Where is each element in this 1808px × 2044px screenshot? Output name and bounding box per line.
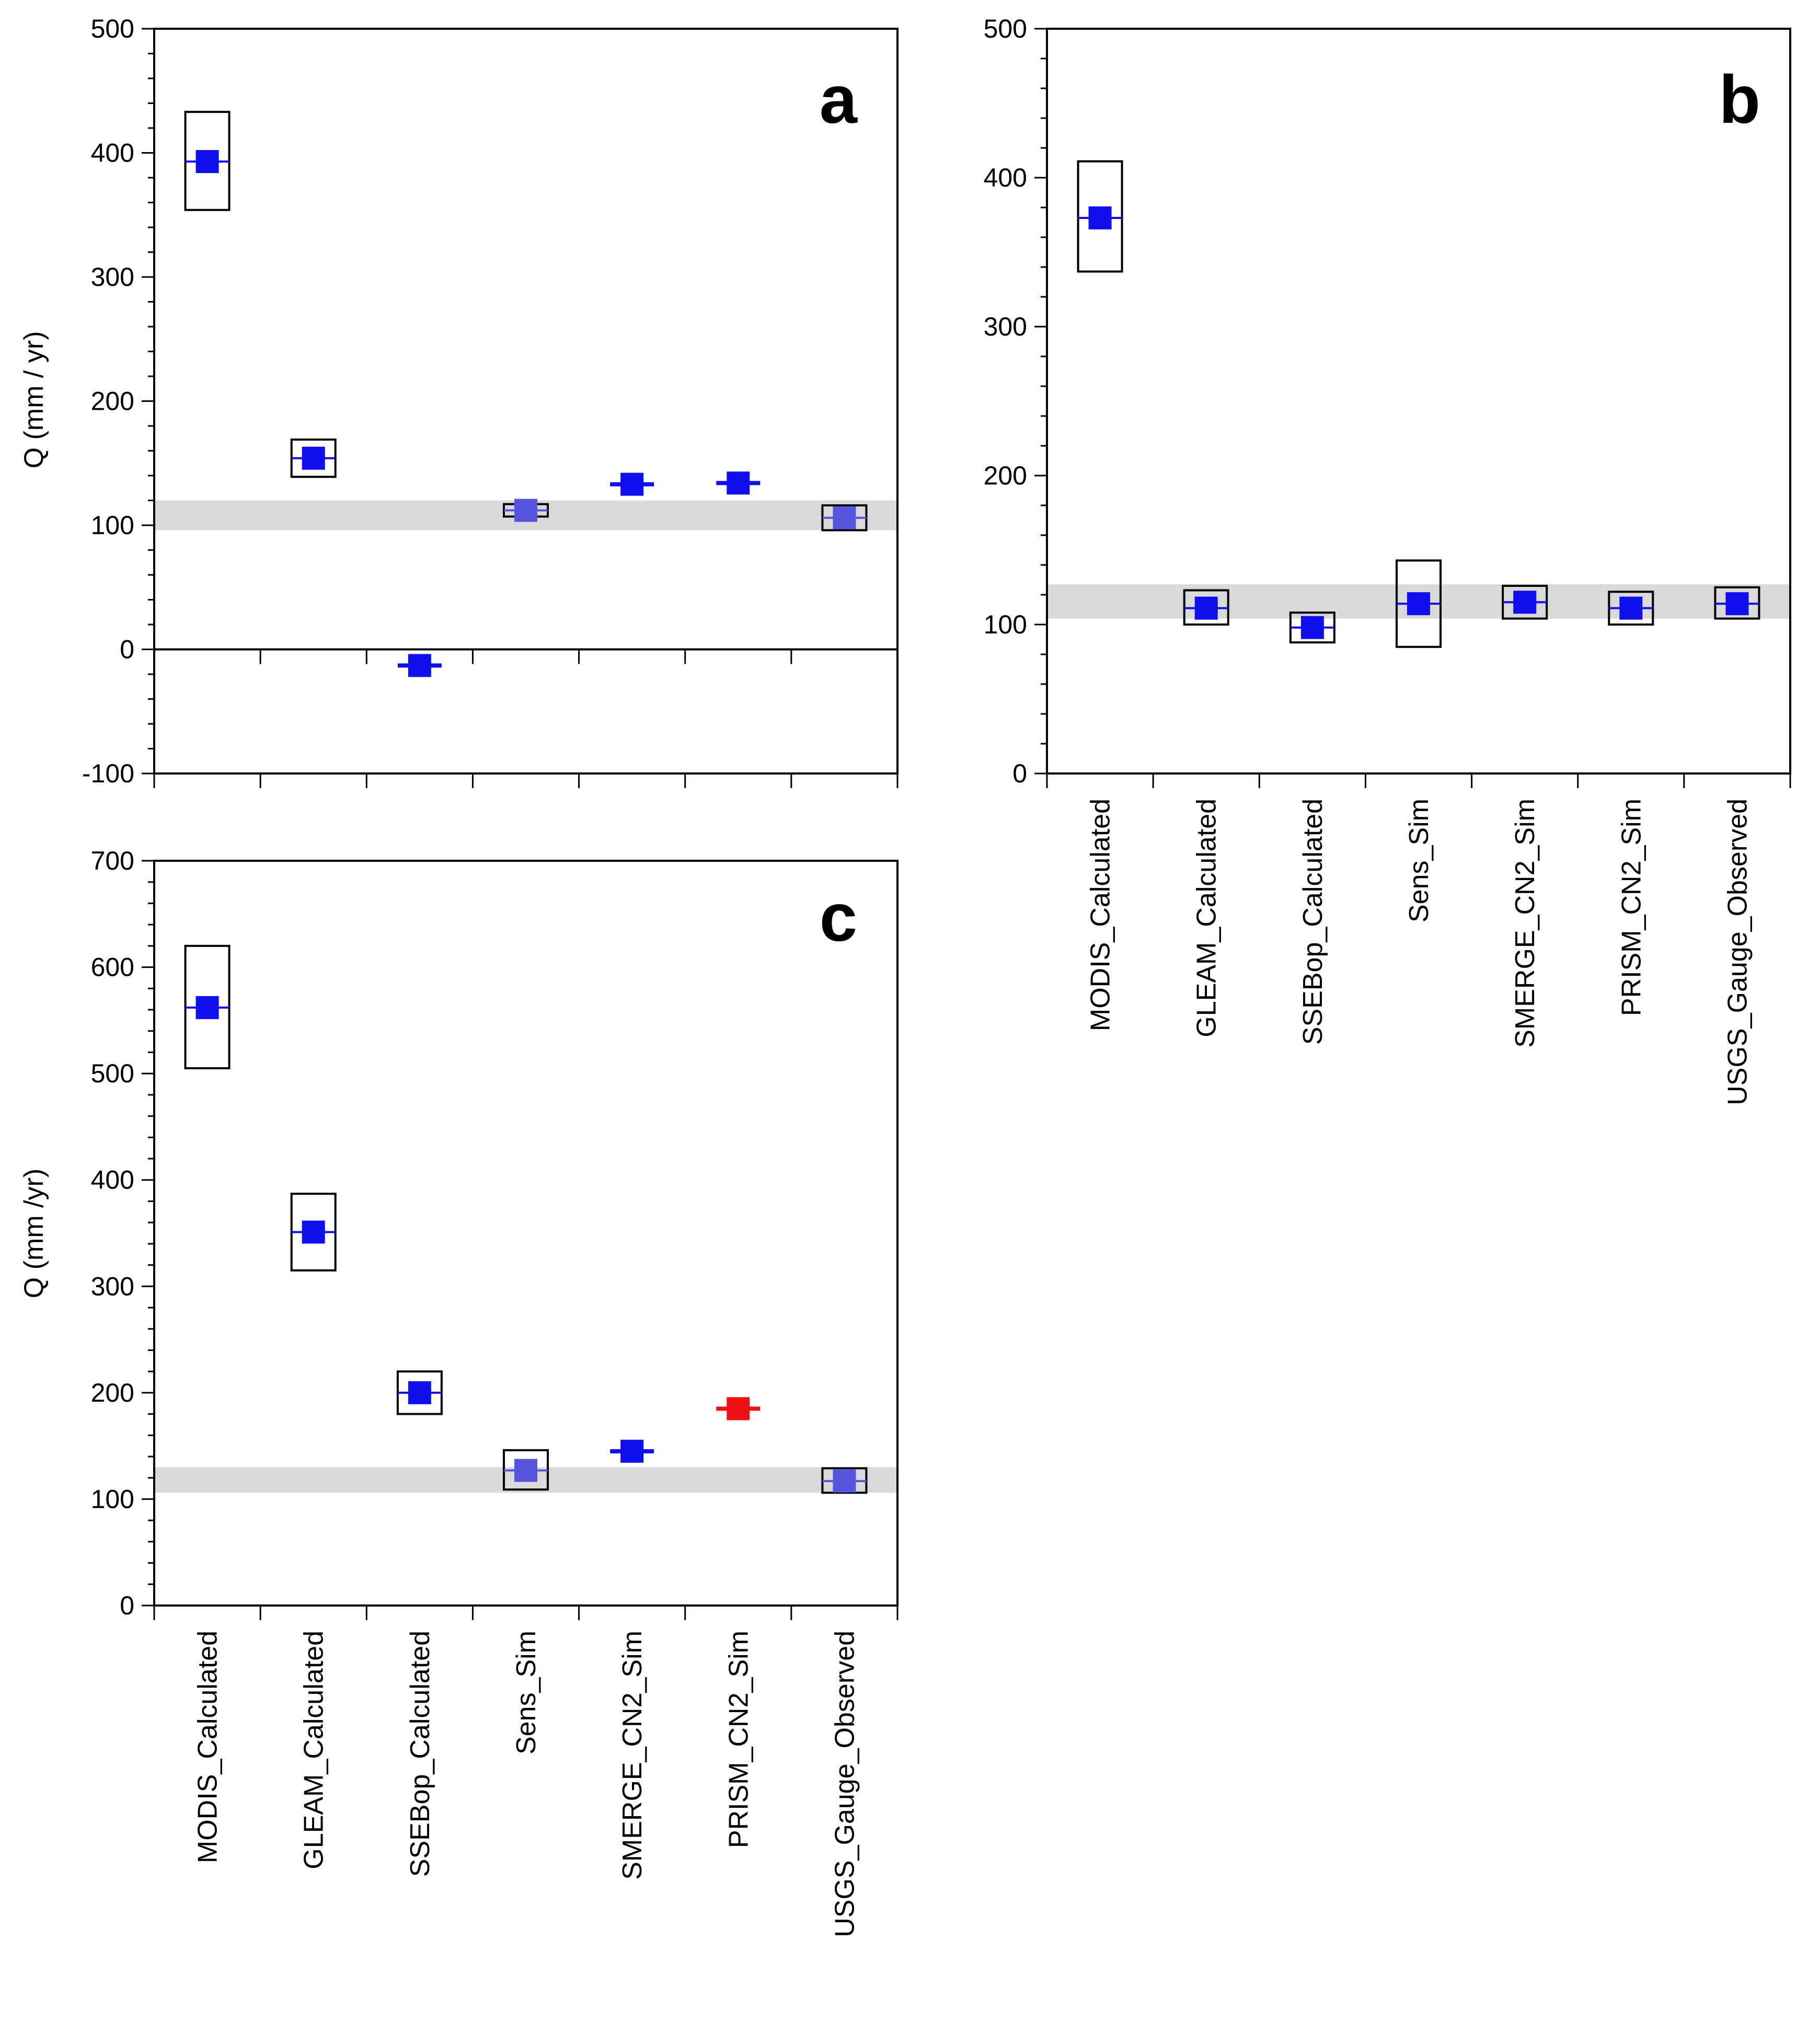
x-category-label: SSEBop_Calculated xyxy=(405,1631,435,1877)
data-point xyxy=(408,654,431,677)
y-tick-label: 200 xyxy=(984,461,1027,490)
data-point xyxy=(195,150,219,174)
data-point xyxy=(833,506,856,529)
data-point-group xyxy=(610,1439,654,1463)
panel-a-ylabel: Q (mm / yr) xyxy=(19,331,49,469)
data-point-group xyxy=(184,111,231,211)
data-point-group xyxy=(716,1397,761,1421)
data-point xyxy=(302,446,325,470)
data-point xyxy=(1300,616,1324,639)
data-point-group xyxy=(1608,591,1654,626)
y-tick-label: 500 xyxy=(91,14,134,43)
y-tick-label: 100 xyxy=(984,610,1027,639)
x-category-label: USGS_Gauge_Observed xyxy=(830,1631,860,1937)
x-category-label: Sens_Sim xyxy=(511,1631,542,1754)
y-tick-label: 300 xyxy=(984,312,1027,341)
range-box xyxy=(1077,160,1123,273)
y-tick-label: 400 xyxy=(91,138,134,168)
data-point xyxy=(1619,596,1643,620)
data-point-group xyxy=(1289,611,1335,644)
x-category-label: GLEAM_Calculated xyxy=(299,1631,329,1869)
data-point xyxy=(1407,592,1430,616)
data-point-group xyxy=(503,499,549,522)
x-category-label: SMERGE_CN2_Sim xyxy=(1510,799,1540,1048)
data-point xyxy=(727,1397,750,1421)
y-tick-label: 400 xyxy=(91,1165,134,1195)
x-category-label: SMERGE_CN2_Sim xyxy=(617,1631,648,1880)
data-point-group xyxy=(503,1449,549,1491)
data-point xyxy=(514,1459,537,1482)
x-category-label: Sens_Sim xyxy=(1404,799,1434,922)
data-point-group xyxy=(1502,584,1548,620)
data-point-group xyxy=(1396,559,1442,648)
y-tick-label: 700 xyxy=(91,846,134,875)
y-tick-label: 200 xyxy=(91,1378,134,1407)
panel-a: -100 0 100 200 300 400 500 a Q (mm / yr) xyxy=(19,14,899,788)
y-tick-label: 500 xyxy=(984,14,1027,43)
data-point xyxy=(514,499,537,522)
data-point xyxy=(1088,206,1112,229)
data-point-group xyxy=(821,1467,868,1494)
panel-b-frame xyxy=(1046,28,1791,775)
y-tick-label: -100 xyxy=(82,759,134,788)
panel-b-letter: b xyxy=(1719,61,1760,137)
panel-c-letter: c xyxy=(820,879,857,955)
y-tick-label: 600 xyxy=(91,953,134,982)
data-point-group xyxy=(1077,160,1123,273)
data-point xyxy=(1194,596,1218,620)
x-category-label: MODIS_Calculated xyxy=(1086,799,1116,1031)
data-point xyxy=(1725,592,1749,616)
x-category-label: PRISM_CN2_Sim xyxy=(723,1631,754,1848)
data-point-group xyxy=(184,944,231,1069)
data-point-group xyxy=(821,504,868,532)
data-point xyxy=(408,1381,431,1404)
y-tick-label: 100 xyxy=(91,511,134,540)
data-point xyxy=(195,996,219,1019)
data-point xyxy=(727,471,750,495)
data-point xyxy=(302,1220,325,1244)
y-tick-label: 400 xyxy=(984,163,1027,192)
x-category-label: MODIS_Calculated xyxy=(193,1631,223,1863)
data-point-group xyxy=(716,471,761,495)
y-tick-label: 100 xyxy=(91,1484,134,1514)
data-point-group xyxy=(397,654,442,677)
panel-a-frame xyxy=(153,28,899,775)
y-tick-label: 500 xyxy=(91,1059,134,1088)
y-tick-label: 0 xyxy=(120,1591,134,1620)
y-tick-label: 0 xyxy=(120,635,134,664)
x-category-label: PRISM_CN2_Sim xyxy=(1616,799,1646,1016)
data-point xyxy=(1513,591,1537,614)
x-category-label: USGS_Gauge_Observed xyxy=(1722,799,1753,1105)
panel-c-frame xyxy=(153,860,899,1607)
x-category-label: GLEAM_Calculated xyxy=(1192,799,1222,1037)
y-tick-label: 300 xyxy=(91,1272,134,1301)
panel-a-letter: a xyxy=(820,61,858,137)
data-point-group xyxy=(1183,589,1229,626)
data-point-group xyxy=(290,1193,337,1272)
panel-b: 0 100 200 300 400 500 MODIS_Calculated GLEAM_C… xyxy=(984,14,1791,1105)
data-point xyxy=(620,1439,644,1463)
data-point xyxy=(620,472,644,496)
y-tick-label: 200 xyxy=(91,387,134,416)
data-point-group xyxy=(396,1370,443,1415)
data-point-group xyxy=(290,438,337,478)
panel-c-ylabel: Q (mm /yr) xyxy=(19,1169,49,1298)
panel-c: 0 100 200 300 400 500 600 700 MODIS_Calculated G… xyxy=(19,846,899,1937)
data-point xyxy=(833,1469,856,1493)
data-point-group xyxy=(610,472,654,496)
x-category-label: SSEBop_Calculated xyxy=(1298,799,1328,1045)
y-tick-label: 300 xyxy=(91,262,134,292)
y-tick-label: 0 xyxy=(1012,759,1027,788)
data-point-group xyxy=(1714,586,1760,620)
